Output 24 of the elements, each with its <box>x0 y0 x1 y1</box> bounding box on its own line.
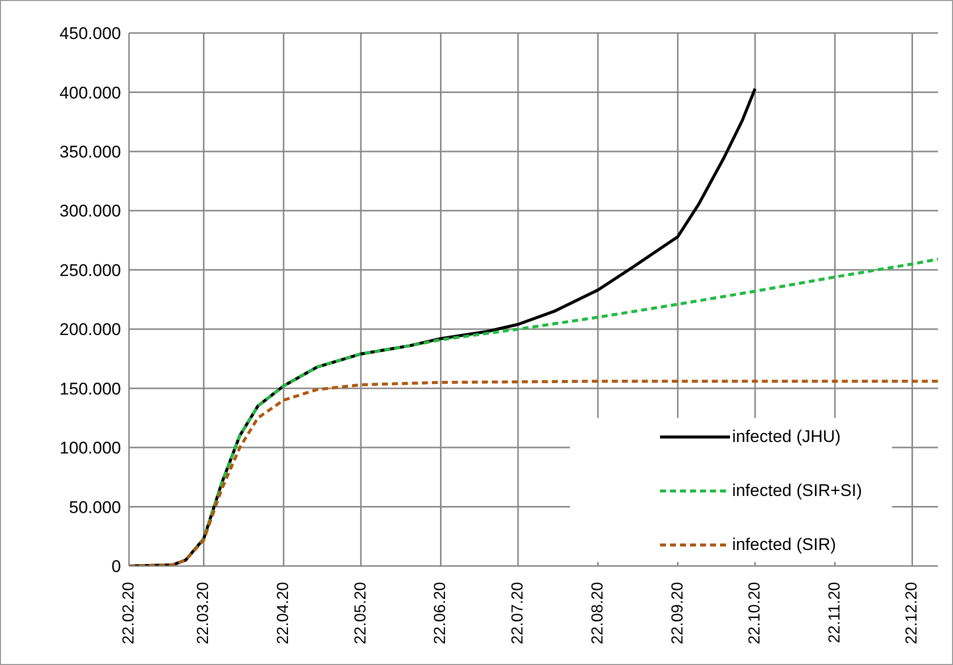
x-tick-label: 22.04.20 <box>275 582 292 644</box>
y-tick-label: 50.000 <box>69 498 121 517</box>
legend-label: infected (SIR+SI) <box>732 481 862 501</box>
x-tick-label: 22.10.20 <box>746 582 764 644</box>
x-tick-label: 22.03.20 <box>195 582 212 644</box>
y-tick-label: 200.000 <box>60 320 121 340</box>
x-tick-label: 22.08.20 <box>589 582 606 644</box>
y-tick-label: 350.000 <box>60 142 121 162</box>
x-tick-label: 22.02.20 <box>120 582 138 644</box>
x-tick-label: 22.09.20 <box>669 582 686 644</box>
y-tick-label: 0 <box>112 557 121 576</box>
x-tick-label: 22.05.20 <box>352 582 370 644</box>
x-tick-label: 22.11.20 <box>826 582 844 644</box>
y-tick-label: 100.000 <box>60 438 121 458</box>
x-tick-label: 22.07.20 <box>510 582 527 644</box>
y-tick-label: 300.000 <box>60 202 121 221</box>
y-tick-label: 150.000 <box>60 379 121 398</box>
y-tick-label: 400.000 <box>60 83 121 102</box>
legend-label: infected (JHU) <box>732 427 841 447</box>
x-tick-label: 22.12.20 <box>904 582 921 644</box>
y-tick-label: 450.000 <box>60 24 121 44</box>
y-tick-label: 250.000 <box>60 260 121 280</box>
x-tick-label: 22.06.20 <box>432 582 450 644</box>
legend-label: infected (SIR) <box>732 535 836 555</box>
